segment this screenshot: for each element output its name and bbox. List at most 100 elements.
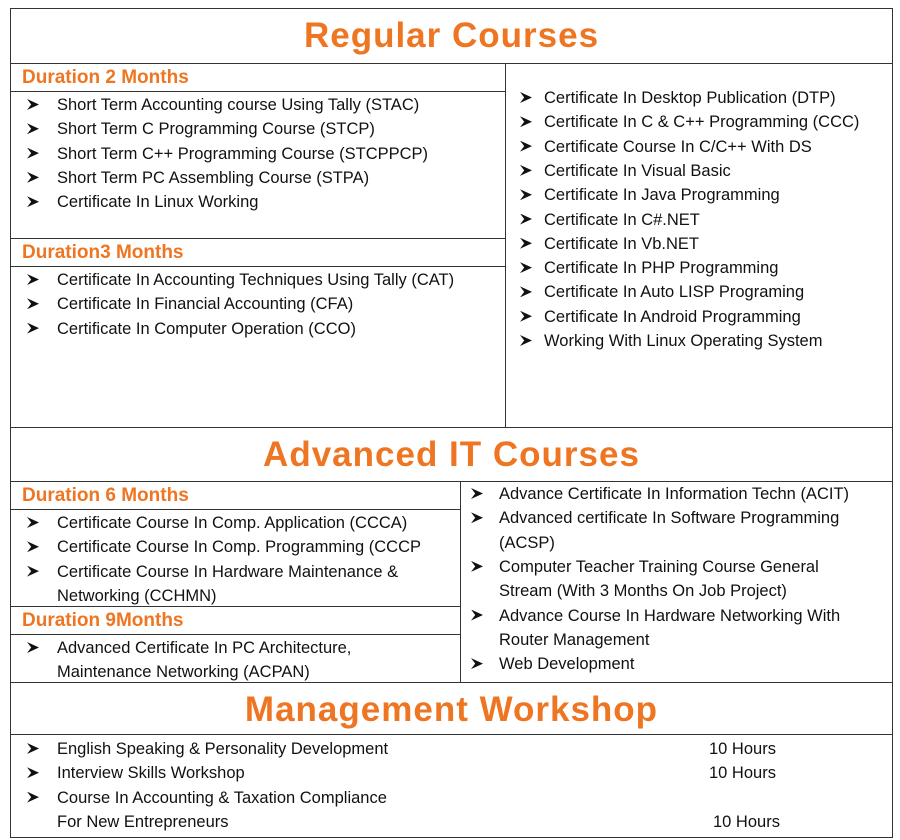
- course-item: Short Term PC Assembling Course (STPA): [27, 166, 370, 190]
- bullet-arrow: [27, 147, 39, 159]
- bullet-arrow: [27, 565, 39, 577]
- duration-group: Duration 9Months Advanced Certificate In …: [11, 606, 460, 683]
- bullet-arrow: [471, 560, 483, 572]
- right-column: Certificate In Desktop Publication (DTP)…: [506, 64, 892, 428]
- course-text: Web Development: [499, 655, 635, 674]
- course-item: Certificate In PHP Programming: [520, 256, 779, 280]
- bullet-arrow: [471, 488, 483, 499]
- course-text: Advance Course In Hardware Networking Wi…: [499, 606, 841, 625]
- duration-group: Duration 6 Months Certificate Course In C…: [11, 482, 460, 606]
- bullet-arrow: [27, 99, 39, 110]
- course-text: Advanced certificate In Software Program…: [499, 509, 840, 528]
- course-text: Certificate In Financial Accounting (CFA…: [57, 295, 354, 314]
- bullet-arrow: [27, 171, 39, 183]
- course-text: Short Term PC Assembling Course (STPA): [57, 168, 370, 187]
- bullet-arrow: [471, 658, 483, 670]
- duration-group: Duration 2 Months Short Term Accounting c…: [11, 64, 505, 238]
- course-text: Certificate In Android Programming: [544, 307, 801, 326]
- bullet-arrow: [27, 517, 39, 528]
- course-sheet: Regular Courses Duration 2 Months Short Te…: [10, 8, 893, 838]
- course-text: Advance Certificate In Information Techn…: [499, 485, 850, 503]
- section-title: Regular Courses: [11, 9, 892, 64]
- duration-heading: Duration 6 Months: [11, 482, 460, 510]
- course-text: (ACSP): [499, 533, 555, 552]
- duration-heading: Duration 2 Months: [11, 64, 505, 92]
- course-item: Certificate In Java Programming: [520, 183, 780, 207]
- left-column: Duration 6 Months Certificate Course In C…: [11, 482, 461, 683]
- course-text: Certificate In C & C++ Programming (CCC): [544, 113, 860, 132]
- bullet-arrow: [471, 609, 483, 621]
- course-text: Stream (With 3 Months On Job Project): [499, 582, 787, 601]
- section-title: Advanced IT Courses: [11, 428, 892, 482]
- bullet-arrow: [520, 262, 532, 274]
- bullet-arrow: [27, 298, 39, 310]
- course-item: Short Term C++ Programming Course (STCPP…: [27, 142, 429, 166]
- course-text: Certificate Course In Comp. Application …: [57, 514, 408, 532]
- course-item: Advance Course In Hardware Networking Wi…: [471, 604, 841, 653]
- workshop-item: Course In Accounting & Taxation Complian…: [27, 786, 857, 835]
- section-title: Management Workshop: [11, 683, 892, 735]
- bullet-arrow: [520, 237, 532, 249]
- course-text: Advanced Certificate In PC Architecture,: [57, 639, 352, 657]
- course-item: Advanced certificate In Software Program…: [471, 506, 840, 555]
- course-text: Certificate In Accounting Techniques Usi…: [57, 271, 455, 289]
- workshop-item: English Speaking & Personality Developme…: [27, 737, 857, 761]
- course-item: Advance Certificate In Information Techn…: [471, 482, 850, 506]
- course-text: Certificate In Linux Working: [57, 193, 259, 212]
- bullet-arrow: [27, 791, 39, 803]
- bullet-arrow: [520, 286, 532, 298]
- course-item: Certificate In Linux Working: [27, 190, 259, 214]
- right-column: Advance Certificate In Information Techn…: [461, 482, 892, 683]
- course-text: Certificate Course In Hardware Maintenan…: [57, 562, 399, 581]
- duration-group: Duration3 Months Certificate In Accountin…: [11, 238, 505, 428]
- course-item: Certificate In Android Programming: [520, 305, 801, 329]
- workshop-hours: 10 Hours: [709, 764, 776, 783]
- course-item: Certificate In Desktop Publication (DTP): [520, 86, 836, 110]
- course-text: Certificate In PHP Programming: [544, 259, 779, 278]
- bullet-arrow: [520, 164, 532, 176]
- course-text: Certificate In Auto LISP Programing: [544, 283, 805, 302]
- bullet-arrow: [27, 743, 39, 754]
- course-item: Computer Teacher Training Course General…: [471, 555, 819, 604]
- bullet-arrow: [520, 213, 532, 225]
- course-item: Certificate In C & C++ Programming (CCC): [520, 110, 860, 134]
- course-item: Advanced Certificate In PC Architecture,…: [27, 636, 352, 685]
- bullet-arrow: [27, 642, 39, 653]
- course-text: Certificate Course In C/C++ With DS: [544, 137, 812, 156]
- course-text: Short Term C Programming Course (STCP): [57, 120, 375, 139]
- course-item: Certificate In Visual Basic: [520, 159, 731, 183]
- bullet-arrow: [520, 116, 532, 128]
- course-item: Certificate In Computer Operation (CCO): [27, 317, 356, 341]
- workshop-text: English Speaking & Personality Developme…: [57, 740, 389, 758]
- course-text: Certificate In Visual Basic: [544, 161, 731, 180]
- course-text: Certificate In Desktop Publication (DTP): [544, 89, 836, 107]
- course-text: Certificate In Computer Operation (CCO): [57, 319, 356, 338]
- course-item: Working With Linux Operating System: [520, 329, 822, 353]
- course-item: Certificate In Auto LISP Programing: [520, 280, 805, 304]
- course-item: Web Development: [471, 652, 635, 676]
- course-text: Certificate In Java Programming: [544, 186, 780, 205]
- bullet-arrow: [27, 196, 39, 208]
- workshop-item: Interview Skills Workshop 10 Hours: [27, 761, 857, 785]
- duration-heading: Duration 9Months: [11, 607, 460, 635]
- bullet-arrow: [27, 322, 39, 334]
- duration-heading: Duration3 Months: [11, 239, 505, 267]
- course-text: Certificate Course In Comp. Programming …: [57, 538, 422, 557]
- course-item: Certificate Course In Hardware Maintenan…: [27, 560, 399, 609]
- course-item: Certificate In Vb.NET: [520, 232, 699, 256]
- workshop-hours: 10 Hours: [709, 740, 776, 758]
- bullet-arrow: [27, 541, 39, 553]
- workshop-text: For New Entrepreneurs: [57, 812, 229, 831]
- course-text: Router Management: [499, 630, 650, 649]
- course-item: Certificate Course In C/C++ With DS: [520, 135, 812, 159]
- course-text: Short Term Accounting course Using Tally…: [57, 96, 420, 114]
- course-item: Certificate Course In Comp. Programming …: [27, 535, 422, 559]
- bullet-arrow: [520, 310, 532, 322]
- course-text: Networking (CCHMN): [57, 586, 217, 605]
- workshop-text: Course In Accounting & Taxation Complian…: [57, 788, 387, 807]
- course-item: Certificate In C#.NET: [520, 208, 700, 232]
- course-text: Short Term C++ Programming Course (STCPP…: [57, 144, 429, 163]
- course-item: Short Term C Programming Course (STCP): [27, 117, 375, 141]
- bullet-arrow: [520, 92, 532, 103]
- course-text: Certificate In C#.NET: [544, 210, 700, 229]
